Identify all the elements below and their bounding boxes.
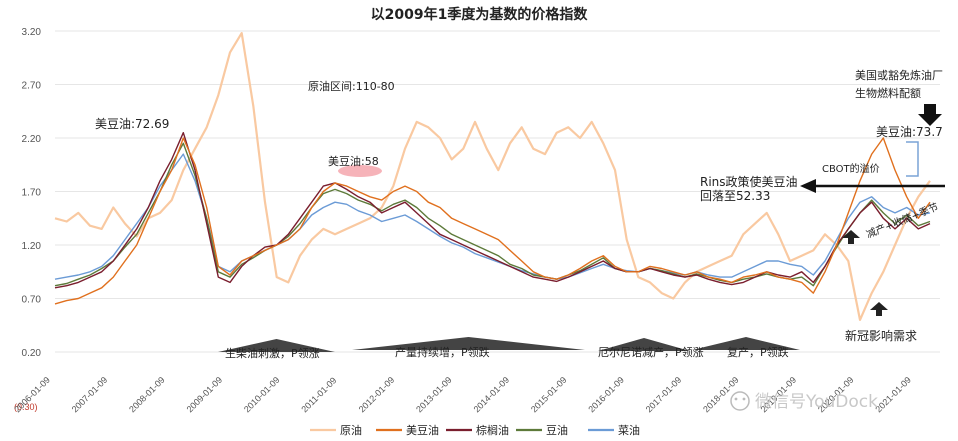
annotation-label: 新冠影响需求 — [845, 328, 917, 343]
phase-marker — [692, 337, 800, 350]
annotation-label: 美豆油:58 — [328, 154, 379, 168]
wechat-icon — [730, 391, 750, 411]
annotation-label: 生柴油刺激，P领涨 — [225, 346, 320, 360]
legend-label: 美豆油 — [406, 423, 439, 437]
legend-label: 原油 — [340, 423, 362, 437]
phase-markers — [218, 337, 800, 352]
x-tick-label: 2016-01-09 — [586, 375, 626, 415]
left-arrow-head — [800, 179, 816, 193]
annotation-label: Rins政策使美豆油 — [700, 174, 798, 189]
chart-title: 以2009年1季度为基数的价格指数 — [371, 6, 589, 23]
x-tick-label: 2014-01-09 — [472, 375, 512, 415]
annotation-label: 产量持续增，P领跌 — [395, 345, 490, 359]
x-tick-label: 2008-01-09 — [127, 375, 167, 415]
y-tick-label: 2.20 — [22, 134, 42, 145]
series-line-3 — [54, 131, 931, 289]
legend-label: 棕榈油 — [476, 423, 509, 437]
callout-bracket — [906, 141, 919, 177]
annotation-label: 减产+收储+季节 — [864, 200, 940, 241]
watermark-text: 微信号YouDock — [755, 392, 878, 412]
phase-marker — [598, 338, 690, 351]
highlight-ellipse — [338, 165, 382, 177]
y-tick-label: 1.20 — [22, 241, 42, 252]
up-arrow-icon — [870, 302, 888, 316]
annotation-label: 厄尔尼诺减产，P领涨 — [598, 345, 704, 359]
legend-label: 菜油 — [618, 423, 640, 437]
y-tick-label: 1.70 — [22, 188, 42, 199]
annotation-label: 复产，P领跌 — [727, 345, 789, 359]
down-arrow-icon — [918, 104, 942, 126]
watermark: 微信号YouDock — [730, 391, 878, 412]
annotation-shapes — [338, 104, 945, 316]
annotation-label: 美豆油:72.69 — [95, 117, 169, 131]
annotation-label: CBOT的溢价 — [822, 162, 880, 175]
x-tick-label: 2011-01-09 — [299, 375, 338, 414]
annotation-label: 原油区间:110-80 — [308, 79, 395, 93]
annotation-label: 美国或豁免炼油厂 — [855, 68, 943, 82]
phase-marker — [352, 337, 585, 350]
annotations: 美豆油:72.69 原油区间:110-80 美豆油:58 美国或豁免炼油厂生物燃料配额… — [95, 68, 943, 360]
gridlines — [55, 30, 940, 353]
series-line-1 — [54, 31, 931, 321]
x-tick-label: 2012-01-09 — [357, 375, 397, 415]
series-lines — [54, 31, 931, 321]
x-tick-label: 2017-01-09 — [644, 375, 684, 415]
y-tick-label: 0.20 — [22, 348, 42, 359]
x-tick-label: 2010-01-09 — [242, 375, 282, 415]
x-tick-label: 2021-01-09 — [873, 375, 913, 415]
up-arrow-icon-2 — [842, 230, 860, 244]
y-axis-ticks: 3.20 2.70 2.20 1.70 1.20 0.70 0.20 — [22, 27, 42, 359]
legend-label: 豆油 — [546, 423, 568, 437]
y-tick-label: 0.70 — [22, 295, 42, 306]
legend: 原油 美豆油 棕榈油 豆油 菜油 — [310, 423, 640, 437]
annotation-label: 回落至52.33 — [700, 189, 770, 203]
y-tick-label: 2.70 — [22, 81, 42, 92]
x-tick-label: 2015-01-09 — [529, 375, 569, 415]
annotation-label: 美豆油:73.7 — [876, 125, 943, 139]
x-tick-label: 2013-01-09 — [414, 375, 454, 415]
x-tick-label: 2009-01-09 — [185, 375, 225, 415]
y-tick-label: 3.20 — [22, 27, 42, 38]
annotation-label: 生物燃料配额 — [855, 86, 921, 100]
series-line-2 — [54, 137, 931, 305]
phase-marker — [218, 339, 335, 352]
series-line-5 — [54, 153, 931, 280]
x-axis-start-label: (0.30) — [14, 402, 38, 412]
x-tick-label: 2007-01-09 — [70, 375, 110, 415]
